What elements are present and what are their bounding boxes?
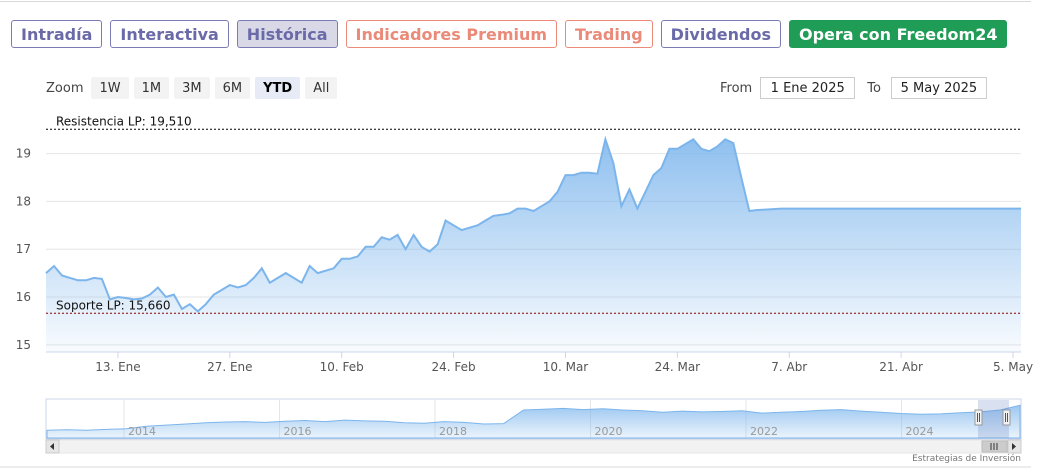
x-tick-label: 5. May [993, 360, 1033, 374]
x-tick-label: 10. Mar [543, 360, 589, 374]
scroll-left-button[interactable] [45, 439, 60, 454]
zoom-1m-button[interactable]: 1M [133, 77, 170, 99]
x-tick-label: 10. Feb [320, 360, 364, 374]
tab-interactiva[interactable]: Interactiva [110, 20, 229, 48]
y-tick-label: 19 [16, 147, 31, 161]
to-date-input[interactable]: 5 May 2025 [890, 77, 987, 99]
x-tick-label: 24. Mar [655, 360, 701, 374]
navigator-year-label: 2016 [284, 425, 312, 438]
scroll-right-button[interactable] [1007, 439, 1022, 454]
tab-indicadores-premium[interactable]: Indicadores Premium [345, 20, 558, 48]
x-tick-label: 13. Ene [95, 360, 140, 374]
navigator-year-label: 2020 [595, 425, 623, 438]
navigator-year-label: 2018 [439, 425, 467, 438]
navigator-year-label: 2024 [906, 425, 934, 438]
navigator-left-handle[interactable] [974, 409, 983, 426]
top-divider [0, 1, 1031, 2]
price-line [45, 135, 1021, 313]
opera-freedom24-button[interactable]: Opera con Freedom24 [789, 20, 1008, 48]
zoom-controls: Zoom 1W 1M 3M 6M YTD All [46, 77, 342, 99]
from-label: From [720, 80, 753, 96]
y-tick-label: 15 [16, 338, 31, 352]
navigator-year-label: 2014 [128, 425, 156, 438]
navigator-area [46, 404, 1021, 439]
tab-trading[interactable]: Trading [565, 20, 653, 48]
credit-text: Estrategias de Inversión [912, 454, 1021, 464]
zoom-3m-button[interactable]: 3M [174, 77, 210, 99]
tab-dividendos[interactable]: Dividendos [660, 20, 781, 48]
tab-bar: Intradía Interactiva Histórica Indicador… [11, 20, 1008, 48]
tab-historica[interactable]: Histórica [236, 20, 338, 48]
date-range: From 1 Ene 2025 To 5 May 2025 [720, 77, 987, 99]
tab-intradia[interactable]: Intradía [11, 20, 103, 48]
zoom-label: Zoom [46, 80, 84, 96]
x-tick-label: 7. Abr [771, 360, 807, 374]
navigator-year-label: 2022 [750, 425, 778, 438]
navigator-right-handle[interactable] [1002, 409, 1011, 426]
x-tick-label: 27. Ene [207, 360, 252, 374]
y-tick-label: 16 [16, 290, 31, 304]
resistance-label: Resistencia LP: 19,510 [56, 114, 192, 128]
y-tick-label: 17 [16, 242, 31, 256]
y-tick-label: 18 [16, 194, 31, 208]
x-tick-label: 24. Feb [432, 360, 476, 374]
from-date-input[interactable]: 1 Ene 2025 [760, 77, 856, 99]
scrollbar-thumb[interactable] [981, 440, 1008, 453]
zoom-all-button[interactable]: All [305, 77, 338, 99]
support-label: Soporte LP: 15,660 [56, 298, 171, 312]
zoom-6m-button[interactable]: 6M [214, 77, 251, 99]
x-tick-label: 21. Abr [879, 360, 923, 374]
price-area [46, 139, 1021, 352]
to-label: To [867, 80, 881, 96]
scrollbar-track[interactable] [45, 439, 1022, 454]
zoom-ytd-button[interactable]: YTD [255, 77, 301, 99]
zoom-1w-button[interactable]: 1W [91, 77, 129, 99]
